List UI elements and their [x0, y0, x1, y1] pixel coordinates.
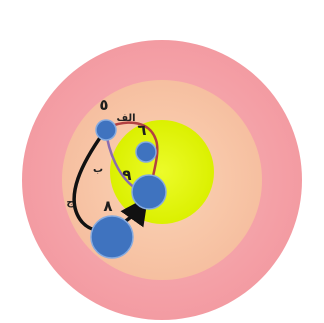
node-8-label: ٨	[103, 197, 112, 215]
path-be-label: ب	[93, 164, 103, 175]
node-8	[91, 216, 133, 258]
node-9-label: ٩	[122, 166, 131, 184]
node-6-label: ٦	[137, 121, 146, 139]
node-5	[96, 120, 116, 140]
node-6	[136, 142, 156, 162]
path-jim-label: ج	[66, 197, 74, 208]
node-9	[132, 175, 166, 209]
path-alef-label: الف	[116, 113, 135, 124]
node-5-label: ٥	[99, 96, 108, 114]
